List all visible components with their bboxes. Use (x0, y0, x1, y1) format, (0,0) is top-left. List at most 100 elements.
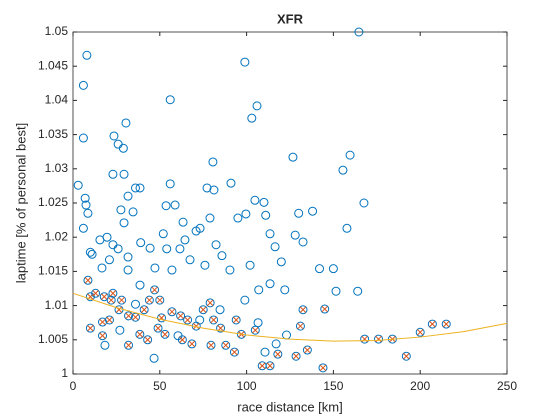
point (198, 305, 208, 315)
point (229, 347, 239, 357)
point-circle (135, 329, 145, 339)
point (302, 345, 312, 355)
y-tick-label: 1.025 (38, 195, 68, 209)
point-circle (291, 351, 301, 361)
point-cross (417, 329, 424, 336)
point-circle (113, 244, 123, 254)
point (265, 361, 275, 371)
point (128, 207, 138, 217)
point (78, 80, 88, 90)
x-tick-label: 150 (323, 379, 343, 393)
point-circle (78, 80, 88, 90)
point-cross (429, 320, 436, 328)
point (80, 193, 90, 203)
point-cross (106, 316, 113, 324)
point-cross (443, 320, 450, 328)
point (252, 101, 262, 111)
point-cross (299, 306, 307, 313)
point-circle (160, 329, 170, 339)
point (99, 292, 109, 302)
point-cross (125, 342, 132, 349)
point (104, 315, 114, 325)
x-tick-label: 0 (70, 379, 77, 393)
point-cross (217, 325, 224, 332)
point-circle (115, 325, 125, 335)
y-tick-label: 1.04 (45, 93, 69, 107)
point (130, 183, 140, 193)
point-circle (206, 340, 216, 350)
point-cross (146, 296, 153, 304)
point-cross (297, 322, 304, 330)
point-circle (180, 235, 190, 245)
point-circle (265, 361, 275, 371)
point (247, 113, 257, 123)
point (241, 209, 251, 219)
point (265, 229, 275, 239)
point (135, 329, 145, 339)
point (161, 201, 171, 211)
point-circle (401, 351, 411, 361)
point (145, 243, 155, 253)
point-cross (92, 290, 99, 297)
point (98, 317, 108, 327)
point (162, 244, 172, 254)
point-circle (415, 327, 425, 337)
point-circle (216, 323, 226, 333)
point-circle (195, 223, 205, 233)
point-cross (193, 322, 200, 330)
point-circle (144, 295, 154, 305)
point (139, 305, 149, 315)
x-tick-label: 100 (237, 379, 257, 393)
point-circle (280, 285, 290, 295)
point (185, 255, 195, 265)
point-circle (209, 315, 219, 325)
point-circle (302, 345, 312, 355)
x-tick-label: 200 (410, 379, 430, 393)
point-cross (118, 296, 125, 304)
point-circle (109, 131, 119, 141)
point-cross (292, 353, 300, 360)
point-circle (320, 304, 330, 314)
y-tick-label: 1.05 (45, 24, 69, 38)
point (195, 223, 205, 233)
point-circle (240, 295, 250, 305)
point-circle (318, 363, 328, 373)
point (290, 230, 300, 240)
point (130, 299, 140, 309)
point (320, 304, 330, 314)
point (155, 295, 165, 305)
point-cross (151, 286, 158, 294)
point-circle (170, 200, 180, 210)
point-circle (81, 200, 91, 210)
point (250, 195, 260, 205)
point-circle (123, 191, 133, 201)
point-circle (155, 295, 165, 305)
point-circle (298, 305, 308, 315)
point (135, 183, 145, 193)
point (91, 288, 101, 298)
point (109, 131, 119, 141)
point (298, 237, 308, 247)
point-cross (206, 299, 214, 307)
y-tick-label: 1.045 (38, 58, 68, 72)
point-circle (162, 244, 172, 254)
point (85, 323, 95, 333)
point (209, 185, 219, 195)
point-cross (252, 327, 259, 334)
point-circle (161, 201, 171, 211)
point-circle (130, 299, 140, 309)
point (150, 263, 160, 273)
y-tick-label: 1 (61, 366, 68, 380)
point-cross (207, 342, 215, 349)
point-circle (328, 264, 338, 274)
point (295, 321, 305, 331)
point-cross (200, 306, 207, 313)
point-circle (78, 223, 88, 233)
point-circle (260, 347, 270, 357)
point-circle (108, 288, 118, 298)
point-circle (229, 347, 239, 357)
point (209, 315, 219, 325)
point (276, 257, 286, 267)
point (85, 247, 95, 257)
point (87, 249, 97, 259)
